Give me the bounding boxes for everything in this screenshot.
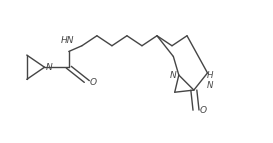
- Text: N: N: [46, 63, 53, 72]
- Text: O: O: [89, 79, 96, 87]
- Text: HN: HN: [61, 36, 74, 45]
- Text: H
N: H N: [207, 71, 213, 91]
- Text: N: N: [170, 71, 176, 80]
- Text: O: O: [200, 106, 207, 115]
